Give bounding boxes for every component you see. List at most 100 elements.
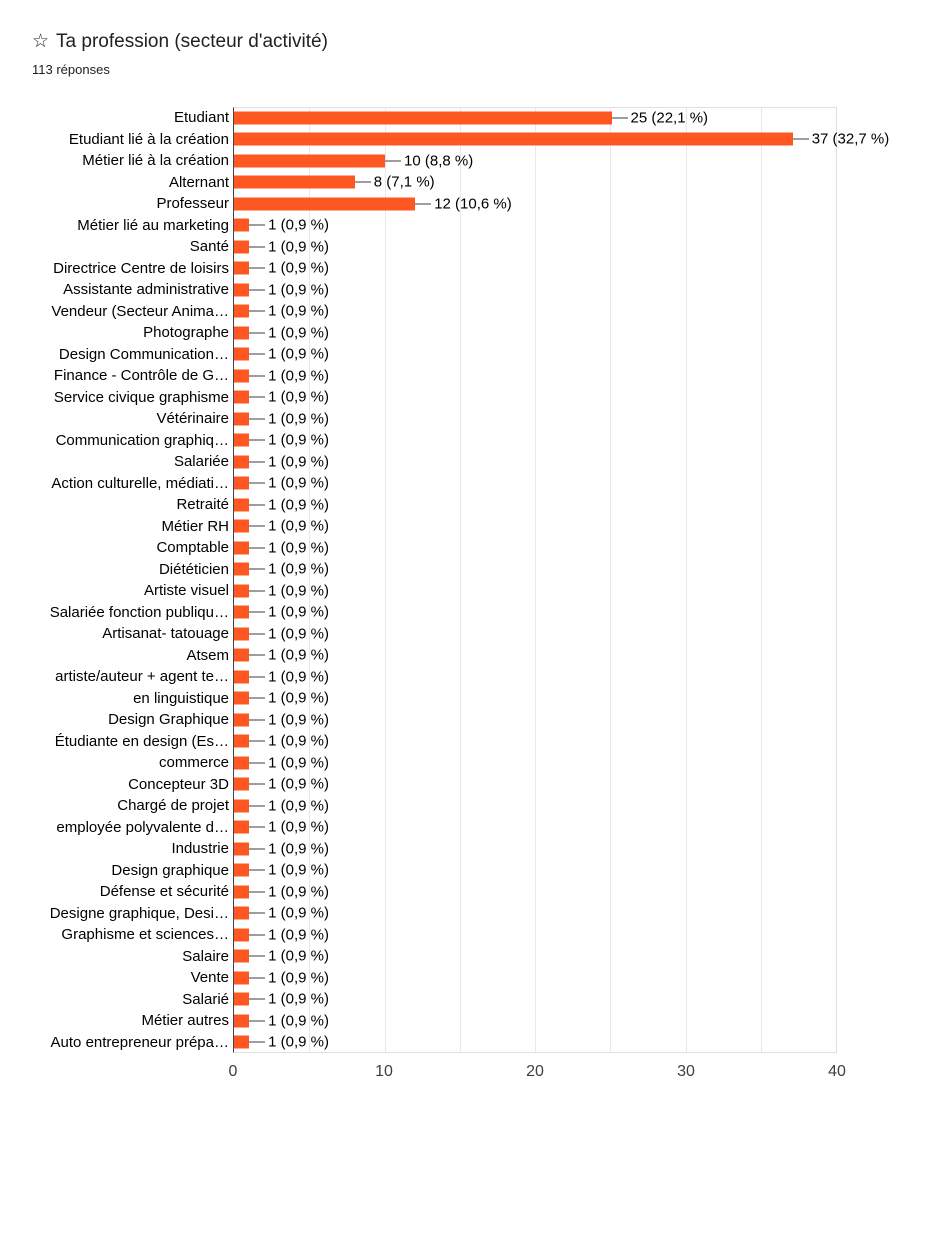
category-label: Directrice Centre de loisirs xyxy=(53,259,229,277)
value-annotation: 1 (0,9 %) xyxy=(268,238,329,256)
bar xyxy=(234,992,250,1006)
value-annotation: 1 (0,9 %) xyxy=(268,818,329,836)
star-icon: ☆ xyxy=(32,31,50,52)
category-label: Salarié xyxy=(182,990,229,1008)
category-label: Atsem xyxy=(186,646,229,664)
value-annotation: 1 (0,9 %) xyxy=(268,582,329,600)
row-plot: 1 (0,9 %) xyxy=(233,322,837,344)
category-label: Etudiant xyxy=(173,109,229,127)
annotation-connector xyxy=(249,245,266,248)
row-plot: 1 (0,9 %) xyxy=(233,731,837,753)
bar xyxy=(234,541,250,555)
annotation-connector xyxy=(249,869,266,872)
category-label: commerce xyxy=(158,754,229,772)
value-annotation: 1 (0,9 %) xyxy=(268,367,329,385)
gridline xyxy=(309,108,311,1052)
gridline xyxy=(610,108,612,1052)
bar xyxy=(234,218,250,232)
bar-chart: Etudiant 25 (22,1 %) Etudiant lié à la cré… xyxy=(0,107,931,1087)
chart-row: Alternant 8 (7,1 %) xyxy=(0,172,931,194)
value-annotation: 1 (0,9 %) xyxy=(268,517,329,535)
row-plot: 1 (0,9 %) xyxy=(233,860,837,882)
category-label: Salariée fonction publiqu… xyxy=(49,603,229,621)
row-plot: 1 (0,9 %) xyxy=(233,258,837,280)
annotation-connector xyxy=(249,740,266,743)
bar xyxy=(234,713,250,727)
category-label: Étudiante en design (Es… xyxy=(54,732,229,750)
bar xyxy=(234,476,250,490)
annotation-connector xyxy=(249,417,266,420)
chart-row: Métier lié à la création 10 (8,8 %) xyxy=(0,150,931,172)
chart-row: Retraité 1 (0,9 %) xyxy=(0,494,931,516)
row-plot: 1 (0,9 %) xyxy=(233,559,837,581)
category-label: Design Graphique xyxy=(108,711,229,729)
bar xyxy=(234,842,250,856)
row-plot: 1 (0,9 %) xyxy=(233,795,837,817)
bar xyxy=(234,283,250,297)
row-plot: 1 (0,9 %) xyxy=(233,279,837,301)
annotation-connector xyxy=(249,804,266,807)
bar xyxy=(234,347,250,361)
chart-row: Salariée fonction publiqu… 1 (0,9 %) xyxy=(0,602,931,624)
x-axis-tick-label: 20 xyxy=(526,1063,544,1080)
category-label: Métier lié à la création xyxy=(82,152,229,170)
bar xyxy=(234,390,250,404)
row-plot: 1 (0,9 %) xyxy=(233,709,837,731)
row-plot: 1 (0,9 %) xyxy=(233,774,837,796)
row-plot: 1 (0,9 %) xyxy=(233,817,837,839)
bar xyxy=(234,111,612,125)
chart-row: Designe graphique, Desi… 1 (0,9 %) xyxy=(0,903,931,925)
chart-row: Auto entrepreneur prépa… 1 (0,9 %) xyxy=(0,1032,931,1054)
annotation-connector xyxy=(249,546,266,549)
category-label: Salaire xyxy=(182,947,229,965)
category-label: Etudiant lié à la création xyxy=(68,130,229,148)
row-plot: 1 (0,9 %) xyxy=(233,623,837,645)
chart-row: Chargé de projet 1 (0,9 %) xyxy=(0,795,931,817)
chart-row: Concepteur 3D 1 (0,9 %) xyxy=(0,774,931,796)
bar xyxy=(234,756,250,770)
row-plot: 1 (0,9 %) xyxy=(233,645,837,667)
category-label: Assistante administrative xyxy=(63,281,229,299)
bar xyxy=(234,734,250,748)
category-label: en linguistique xyxy=(133,689,229,707)
value-annotation: 1 (0,9 %) xyxy=(268,453,329,471)
category-label: Professeur xyxy=(156,195,229,213)
chart-row: Artiste visuel 1 (0,9 %) xyxy=(0,580,931,602)
value-annotation: 1 (0,9 %) xyxy=(268,990,329,1008)
chart-row: commerce 1 (0,9 %) xyxy=(0,752,931,774)
bar xyxy=(234,412,250,426)
chart-row: Comptable 1 (0,9 %) xyxy=(0,537,931,559)
annotation-connector xyxy=(354,181,371,184)
chart-row: Salaire 1 (0,9 %) xyxy=(0,946,931,968)
annotation-connector xyxy=(249,288,266,291)
category-label: Design graphique xyxy=(111,861,229,879)
chart-row: Défense et sécurité 1 (0,9 %) xyxy=(0,881,931,903)
annotation-connector xyxy=(249,310,266,313)
row-plot: 1 (0,9 %) xyxy=(233,301,837,323)
annotation-connector xyxy=(249,697,266,700)
row-plot: 1 (0,9 %) xyxy=(233,236,837,258)
bar xyxy=(234,261,250,275)
row-plot: 1 (0,9 %) xyxy=(233,967,837,989)
value-annotation: 1 (0,9 %) xyxy=(268,388,329,406)
x-axis: 0 10 20 30 40 xyxy=(229,1053,846,1087)
value-annotation: 1 (0,9 %) xyxy=(268,711,329,729)
chart-row: Vétérinaire 1 (0,9 %) xyxy=(0,408,931,430)
bar xyxy=(234,304,250,318)
annotation-connector xyxy=(249,374,266,377)
annotation-connector xyxy=(249,503,266,506)
chart-row: Métier lié au marketing 1 (0,9 %) xyxy=(0,215,931,237)
row-plot: 1 (0,9 %) xyxy=(233,408,837,430)
chart-row: Etudiant 25 (22,1 %) xyxy=(0,107,931,129)
category-label: Vétérinaire xyxy=(156,410,229,428)
bar xyxy=(234,605,250,619)
category-label: Finance - Contrôle de G… xyxy=(53,367,229,385)
row-plot: 1 (0,9 %) xyxy=(233,924,837,946)
plot-area xyxy=(233,107,837,1053)
value-annotation: 1 (0,9 %) xyxy=(268,646,329,664)
chart-row: Design Communication… 1 (0,9 %) xyxy=(0,344,931,366)
question-title-text: Ta profession (secteur d'activité) xyxy=(56,31,328,52)
bar xyxy=(234,691,250,705)
value-annotation: 12 (10,6 %) xyxy=(434,195,512,213)
